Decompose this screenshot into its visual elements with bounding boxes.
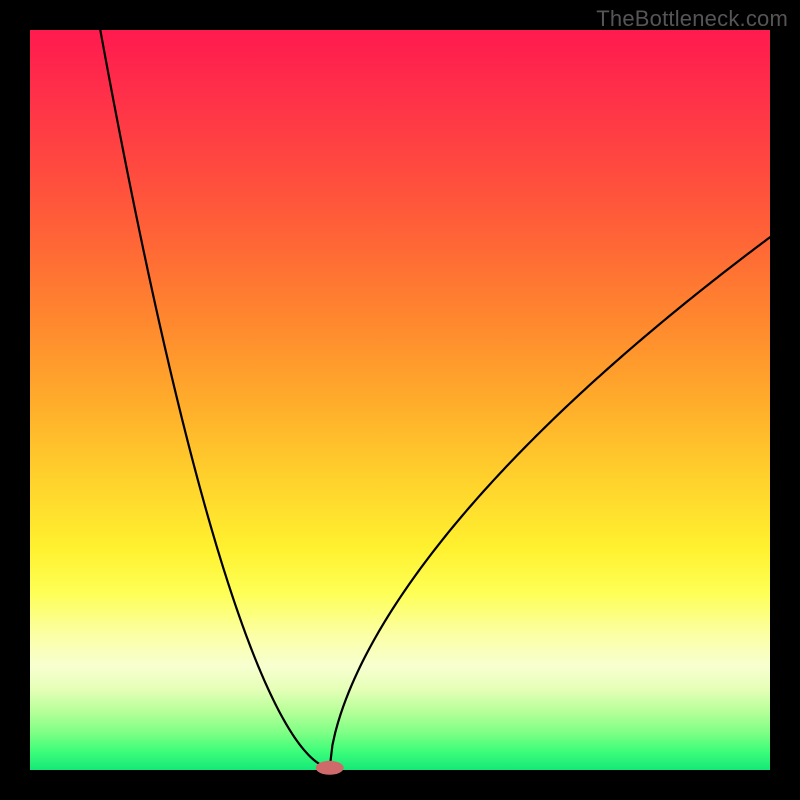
optimum-marker — [316, 761, 344, 775]
chart-container: TheBottleneck.com — [0, 0, 800, 800]
watermark-text: TheBottleneck.com — [596, 6, 788, 32]
bottleneck-chart — [0, 0, 800, 800]
chart-plot-area — [30, 30, 770, 770]
